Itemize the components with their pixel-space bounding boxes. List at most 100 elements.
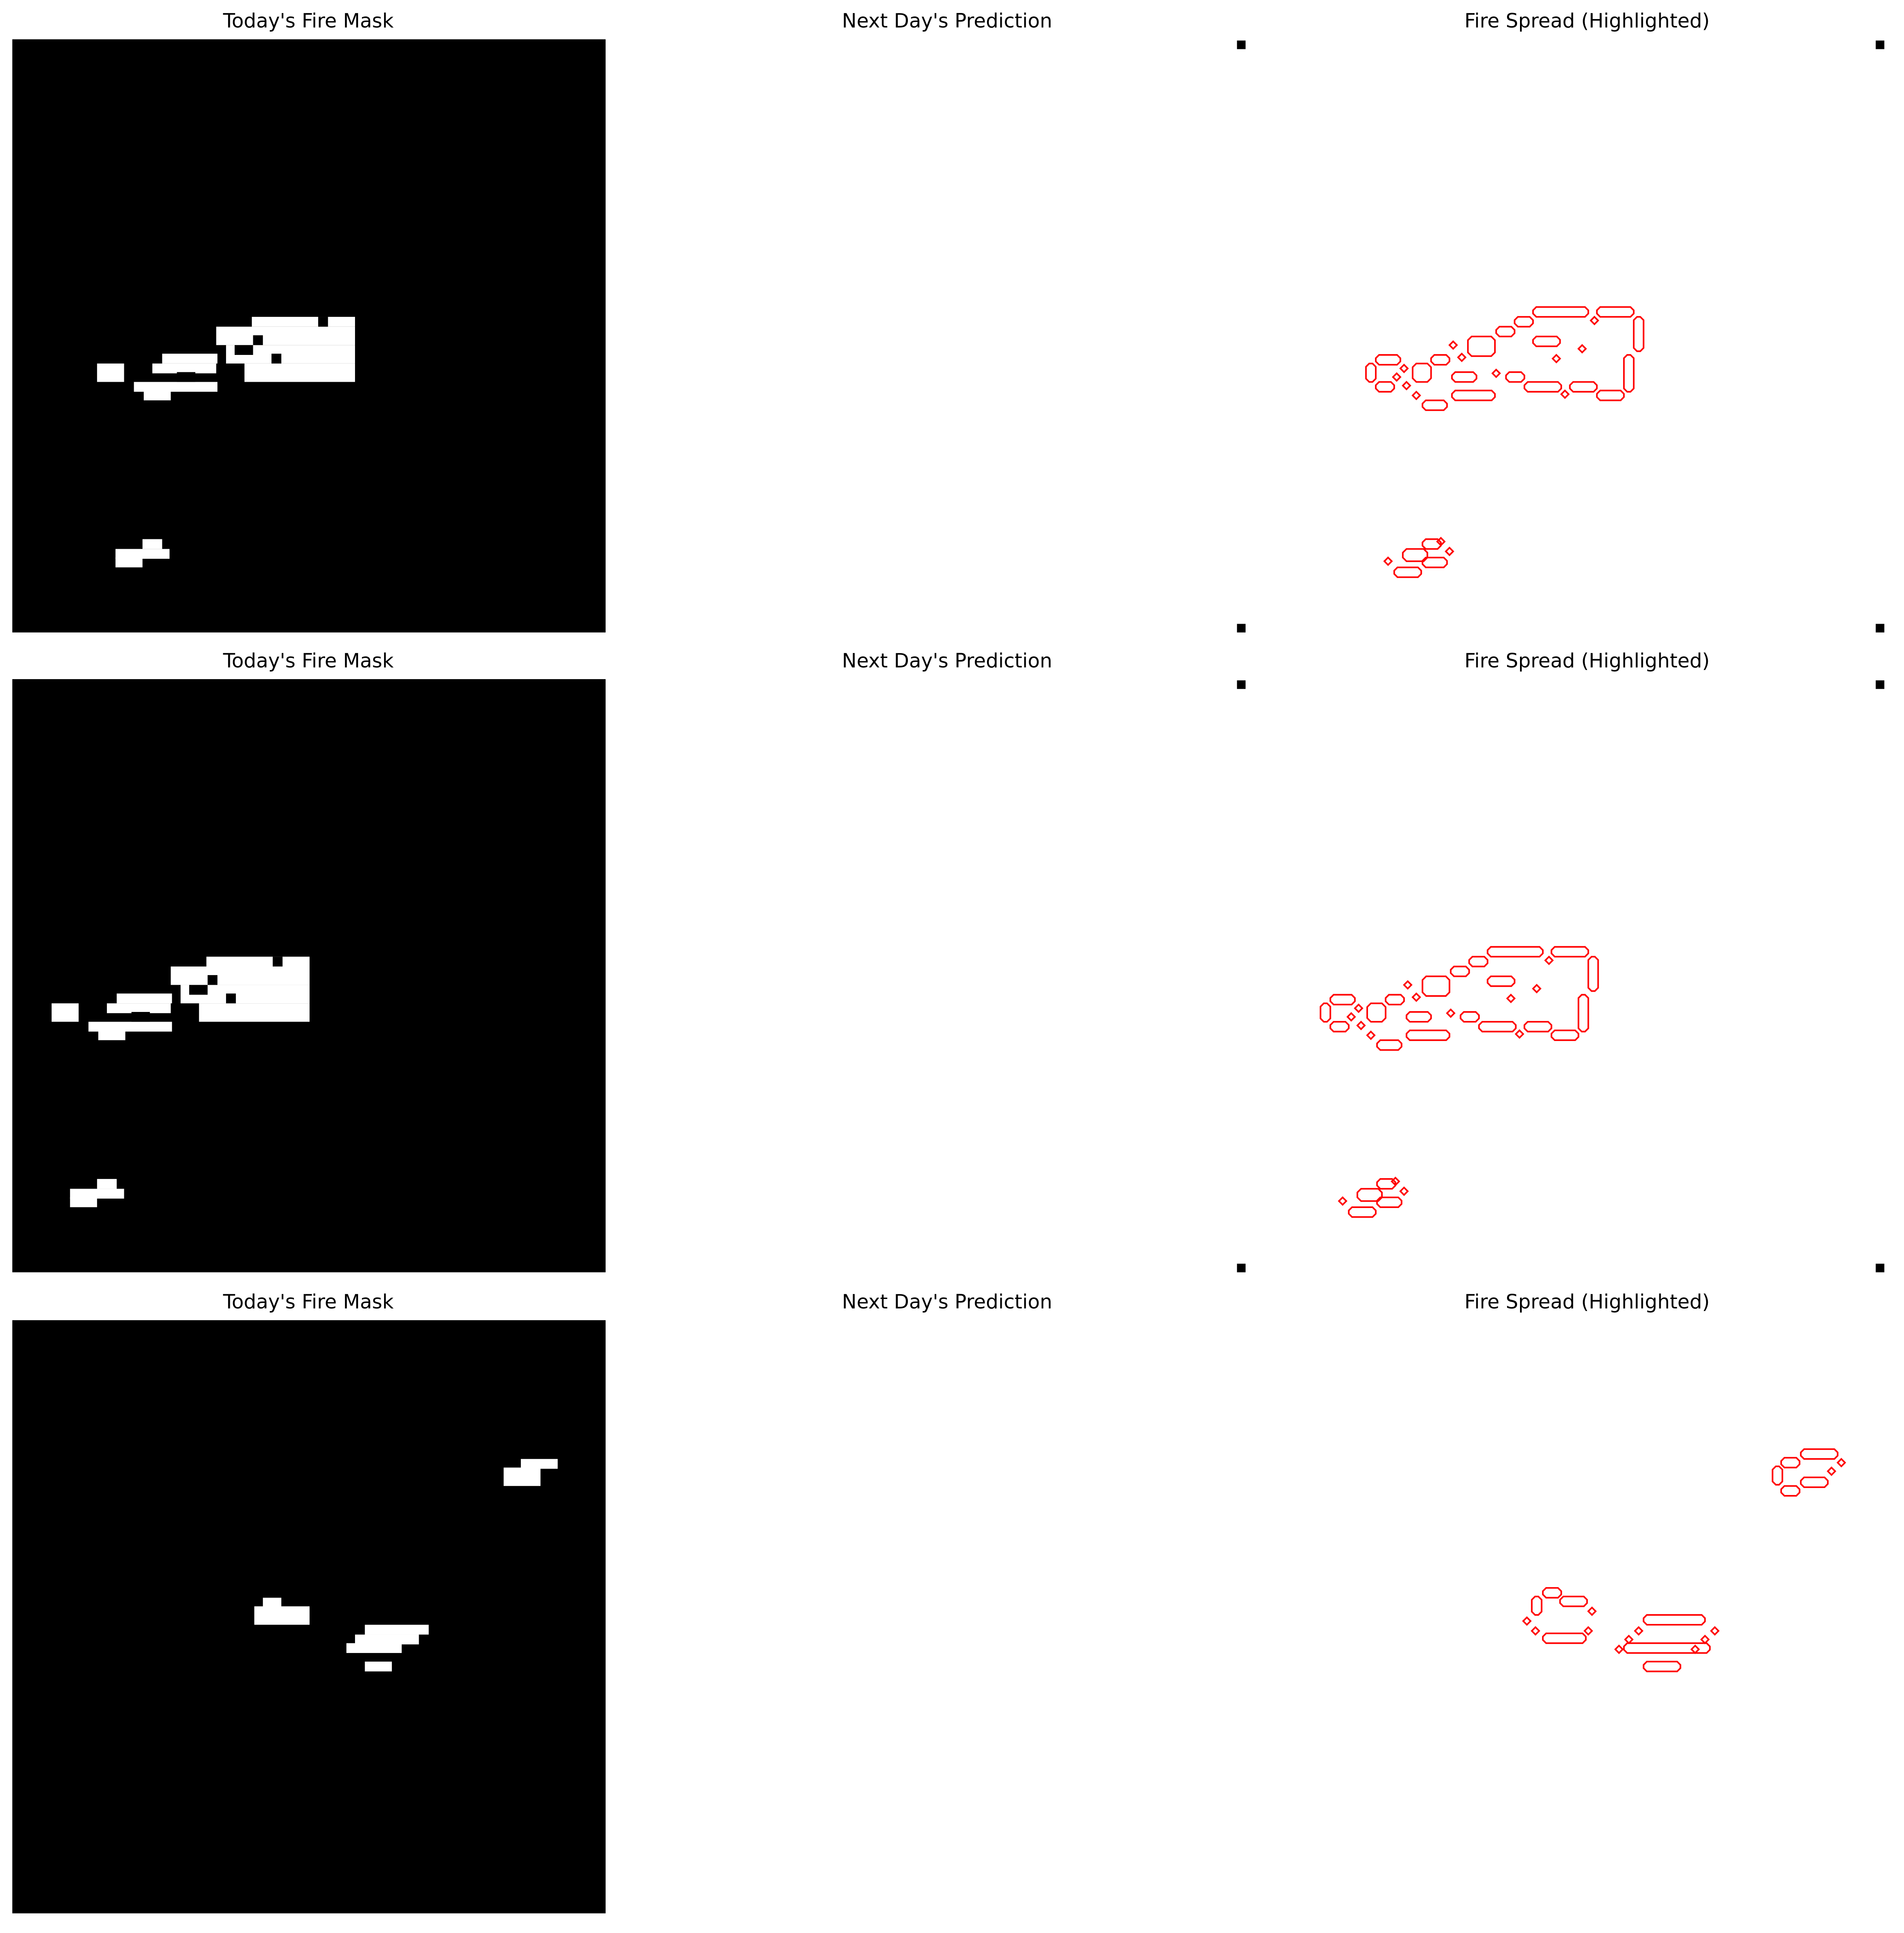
spread-contour <box>1468 956 1488 967</box>
spread-contour <box>1624 1634 1634 1644</box>
spread-contour <box>1780 1485 1801 1497</box>
fire-pixels <box>252 317 355 327</box>
spread-contour <box>1356 1021 1366 1031</box>
fire-pixels <box>206 957 310 966</box>
spread-contour <box>1700 1634 1710 1644</box>
spread-contour <box>1346 1012 1356 1022</box>
spread-contour <box>1589 316 1600 325</box>
spread-contour <box>1614 1644 1624 1654</box>
spread-contour <box>1451 390 1496 401</box>
spread-contour <box>1403 980 1413 990</box>
fire-pixels <box>134 382 218 392</box>
prediction-pixel <box>1237 1263 1246 1273</box>
unburned-pixels <box>131 1012 150 1022</box>
spread-contour <box>1421 399 1448 411</box>
fire-pixels <box>152 363 216 374</box>
spread-contour <box>1330 1021 1350 1033</box>
spread-contour <box>1467 335 1496 357</box>
spread-contour <box>1459 1011 1480 1023</box>
spread-contour <box>1532 335 1561 347</box>
spread-contour <box>1445 546 1455 557</box>
spread-contour <box>1643 1614 1706 1626</box>
spread-contour <box>1623 354 1635 393</box>
spread-contour <box>1391 1176 1401 1186</box>
prediction-pixel <box>1237 624 1246 633</box>
spread-contour <box>1487 946 1544 958</box>
spread-contour <box>1560 389 1570 399</box>
fire-pixels <box>199 1003 310 1022</box>
spread-contour <box>1596 306 1635 318</box>
spread-contour <box>1495 325 1516 338</box>
spread-contour <box>1430 354 1450 366</box>
spread-contour <box>1772 1465 1783 1486</box>
fire-pixels <box>144 390 171 400</box>
panel-title: Today's Fire Mask <box>223 1290 394 1313</box>
spread-contour <box>1836 1458 1846 1468</box>
spread-contour <box>1505 371 1526 383</box>
panel-title: Next Day's Prediction <box>842 1290 1052 1313</box>
fire-pixels <box>98 1030 126 1041</box>
spread-contour <box>1506 993 1516 1003</box>
spread-contour <box>1532 306 1589 318</box>
spread-contour <box>1522 1616 1532 1626</box>
spread-contour <box>1551 354 1562 364</box>
panel-title: Fire Spread (Highlighted) <box>1465 1290 1710 1313</box>
prediction-pixel <box>1237 40 1246 49</box>
spread-contour <box>1338 1196 1348 1206</box>
spread-contour <box>1578 994 1589 1033</box>
spread-contour <box>1330 994 1356 1005</box>
panel-title: Fire Spread (Highlighted) <box>1465 649 1710 672</box>
panel-title: Today's Fire Mask <box>223 649 394 672</box>
spread-contour <box>1356 1188 1383 1202</box>
spread-contour <box>1384 994 1405 1005</box>
spread-contour <box>1514 1029 1524 1039</box>
spread-contour <box>1457 352 1467 362</box>
fire-pixels <box>97 363 124 382</box>
spread-contour <box>1399 1186 1409 1196</box>
prediction-pixel <box>1875 680 1885 689</box>
fire-pixels <box>115 549 170 559</box>
unburned-pixels <box>318 317 328 327</box>
spread-contour <box>1405 1011 1432 1023</box>
fire-pixels <box>106 1003 171 1013</box>
spread-contour <box>1320 1002 1331 1023</box>
fire-pixels <box>162 354 218 364</box>
fire-pixels <box>365 1661 392 1672</box>
spread-contour <box>1348 1206 1377 1218</box>
unburned-pixels <box>234 345 253 355</box>
spread-contour <box>1376 1196 1403 1208</box>
fire-pixels <box>521 1459 558 1469</box>
unburned-pixels <box>177 372 196 382</box>
panel-title: Fire Spread (Highlighted) <box>1465 10 1710 32</box>
spread-contour <box>1542 1632 1587 1644</box>
prediction-pixel <box>1875 40 1885 49</box>
fire-pixels <box>503 1467 541 1486</box>
spread-contour <box>1690 1644 1700 1654</box>
spread-contour <box>1596 390 1625 401</box>
spread-contour <box>1523 1021 1552 1033</box>
unburned-pixels <box>189 985 208 995</box>
spread-contour <box>1411 992 1421 1002</box>
spread-contour <box>1478 1021 1517 1033</box>
spread-contour <box>1514 316 1534 328</box>
unburned-pixels <box>272 957 283 966</box>
spread-contour <box>1375 381 1395 393</box>
spread-contour <box>1800 1448 1839 1460</box>
spread-contour <box>1365 363 1377 383</box>
spread-contour <box>1436 537 1446 547</box>
spread-contour <box>1633 316 1645 352</box>
fire-pixels <box>97 1179 117 1189</box>
unburned-pixels <box>271 354 281 364</box>
fire-pixels <box>263 1598 281 1608</box>
spread-contour <box>1405 1029 1450 1041</box>
fire-pixels <box>346 1643 402 1653</box>
spread-contour <box>1532 983 1542 994</box>
fire-pixels <box>365 1624 429 1635</box>
spread-contour <box>1587 956 1599 992</box>
fire-pixels <box>88 1021 172 1032</box>
spread-contour <box>1633 1626 1644 1636</box>
spread-contour <box>1559 1595 1588 1608</box>
fire-pixels <box>70 1189 124 1199</box>
